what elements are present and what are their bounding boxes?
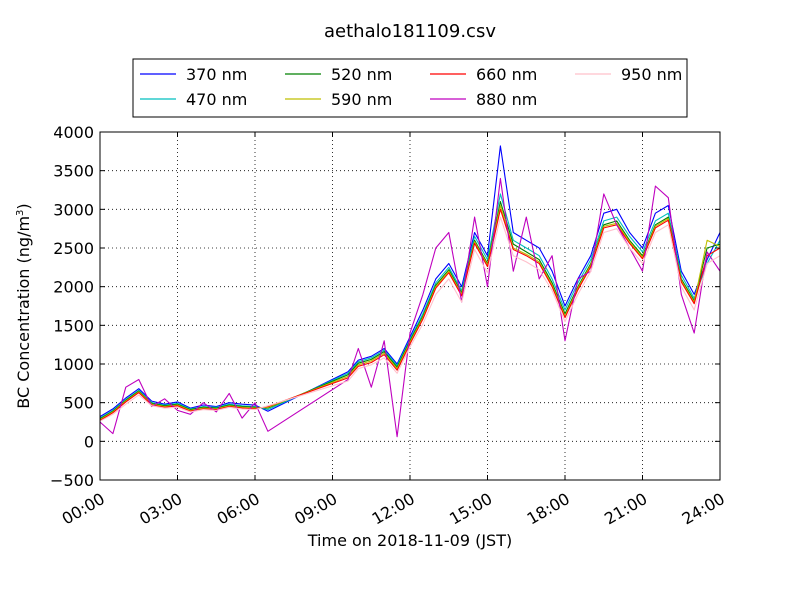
legend-label: 370 nm <box>186 65 247 84</box>
y-tick-label: 2500 <box>53 239 94 258</box>
y-tick-label: 3000 <box>53 200 94 219</box>
y-axis-label-main: BC Concentration (ng/m <box>14 216 33 409</box>
y-tick-label: 1000 <box>53 355 94 374</box>
legend-label: 520 nm <box>331 65 392 84</box>
legend-box <box>132 58 688 118</box>
x-tick-label: 06:00 <box>214 489 263 529</box>
series-layer <box>99 145 721 438</box>
y-axis-label: BC Concentration (ng/m3) <box>14 203 33 408</box>
legend-label: 590 nm <box>331 90 392 109</box>
x-tick-label: 09:00 <box>291 489 340 529</box>
series-line-520-nm <box>99 201 721 420</box>
legend-label: 880 nm <box>476 90 537 109</box>
y-axis-label-superscript: 3 <box>15 210 26 216</box>
chart-title: aethalo181109.csv <box>324 21 496 42</box>
legend: 370 nm 470 nm 520 nm 590 nm 660 nm 880 nm 950 … <box>132 58 688 118</box>
y-tick-label: 4000 <box>53 123 94 142</box>
x-tick-label: 24:00 <box>679 489 728 529</box>
x-tick-label: 18:00 <box>524 489 573 529</box>
y-tick-label: 500 <box>63 394 94 413</box>
x-tick-label: 03:00 <box>136 489 185 529</box>
x-tick-label: 12:00 <box>369 489 418 529</box>
series-line-590-nm <box>99 204 721 421</box>
series-line-470-nm <box>99 193 721 419</box>
y-tick-label: 1500 <box>53 316 94 335</box>
y-tick-label: 3500 <box>53 162 94 181</box>
y-axis-label-close: ) <box>14 203 33 209</box>
legend-label: 660 nm <box>476 65 537 84</box>
x-tick-label: 00:00 <box>59 489 108 529</box>
y-tick-label: −500 <box>50 471 94 490</box>
legend-label: 470 nm <box>186 90 247 109</box>
x-tick-label: 21:00 <box>601 489 650 529</box>
series-line-660-nm <box>99 208 721 421</box>
series-line-370-nm <box>99 145 721 418</box>
y-tick-label: 0 <box>84 432 94 451</box>
plot-area <box>100 132 720 480</box>
x-tick-label: 15:00 <box>446 489 495 529</box>
x-axis-label: Time on 2018-11-09 (JST) <box>307 531 512 550</box>
series-line-950-nm <box>99 216 721 422</box>
y-tick-label: 2000 <box>53 278 94 297</box>
legend-label: 950 nm <box>621 65 682 84</box>
